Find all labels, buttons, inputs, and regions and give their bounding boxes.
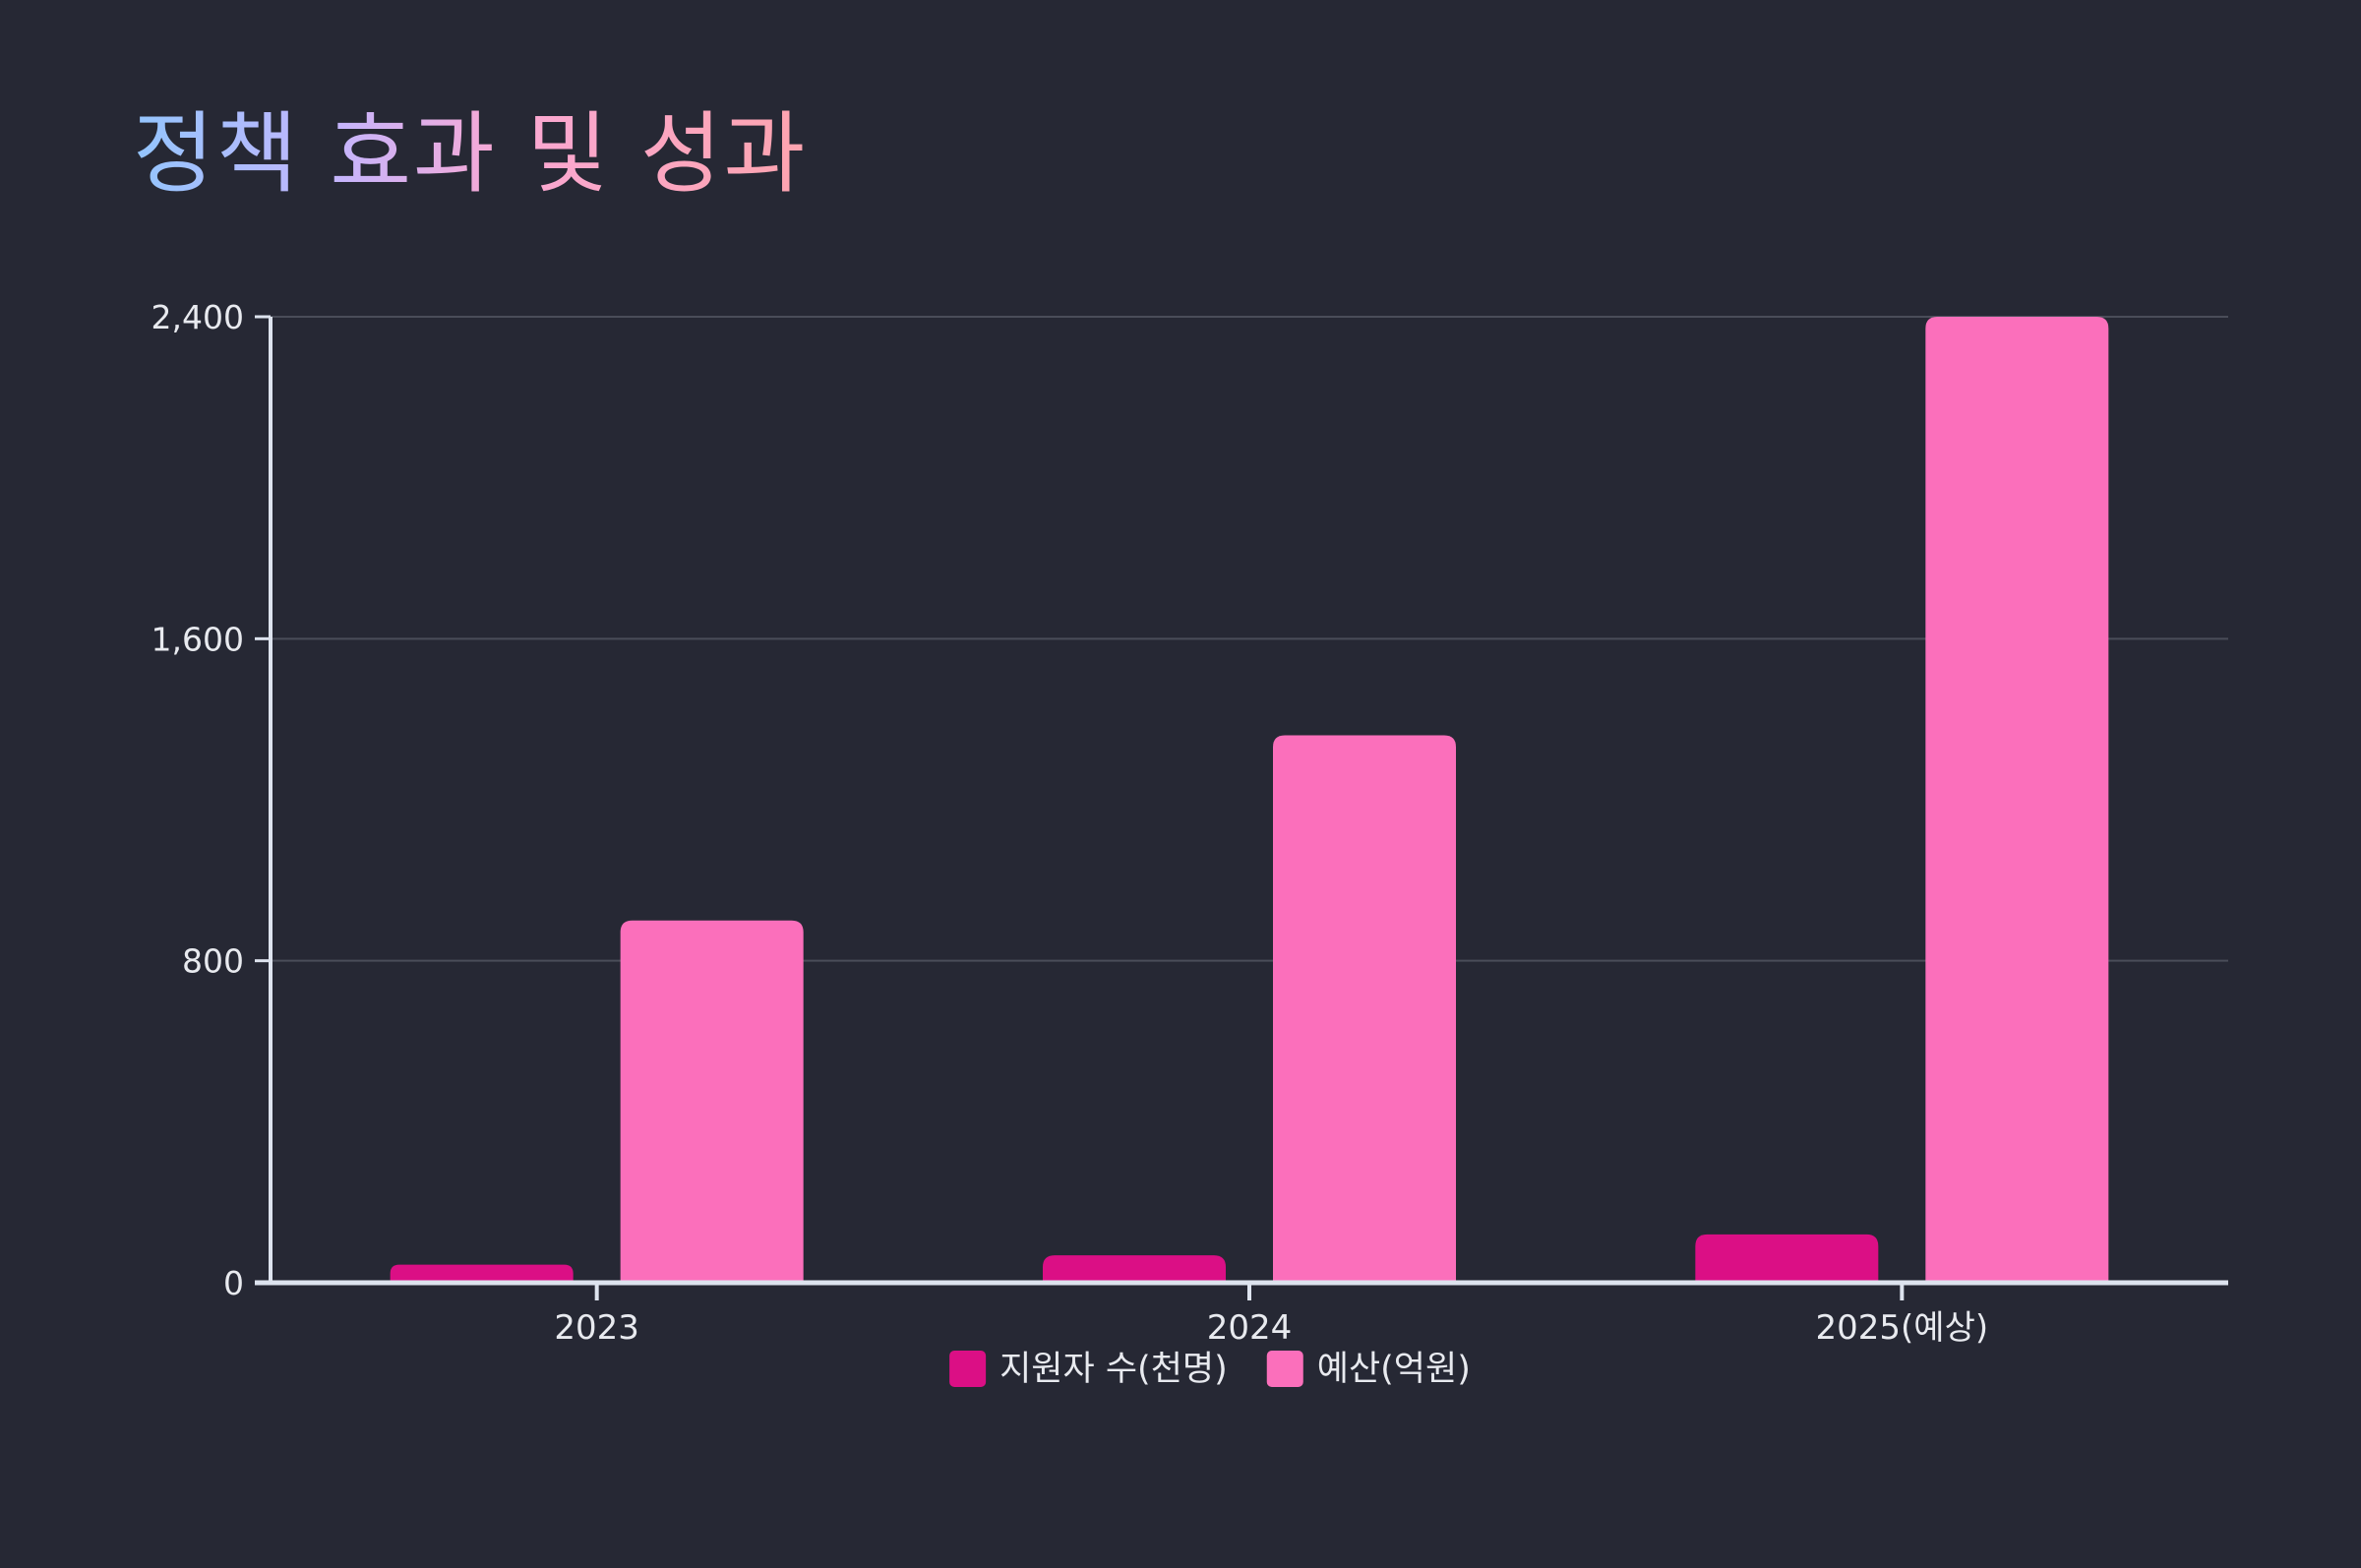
legend-label: 지원자 수(천명)	[999, 1350, 1228, 1389]
legend-item: 예산(억원)	[1266, 1350, 1471, 1389]
chart-title: 정책 효과 및 성과	[133, 100, 807, 209]
axes: 0 800 1,600 2,400 2023 2024 2025(예상)	[151, 298, 2228, 1348]
bar-budget	[1925, 317, 2109, 1283]
x-tick-label: 2024	[1207, 1308, 1293, 1348]
bar-applicants	[1043, 1255, 1226, 1283]
x-tick-label: 2023	[554, 1308, 639, 1348]
y-tick-label: 800	[182, 942, 244, 981]
bars	[390, 317, 2109, 1283]
legend-swatch	[1266, 1351, 1303, 1387]
bar-budget	[1273, 735, 1456, 1283]
legend: 지원자 수(천명) 예산(억원)	[949, 1350, 1471, 1389]
bar-budget	[620, 920, 804, 1283]
y-tick-label: 2,400	[151, 298, 244, 336]
legend-swatch	[949, 1351, 987, 1387]
y-tick-label: 0	[223, 1264, 244, 1302]
bar-applicants	[390, 1264, 574, 1283]
grid-lines	[271, 316, 2228, 962]
legend-item: 지원자 수(천명)	[949, 1350, 1228, 1389]
bar-applicants	[1695, 1234, 1879, 1283]
legend-label: 예산(억원)	[1317, 1350, 1471, 1389]
y-tick-label: 1,600	[151, 620, 244, 658]
x-tick-label: 2025(예상)	[1816, 1308, 1989, 1348]
